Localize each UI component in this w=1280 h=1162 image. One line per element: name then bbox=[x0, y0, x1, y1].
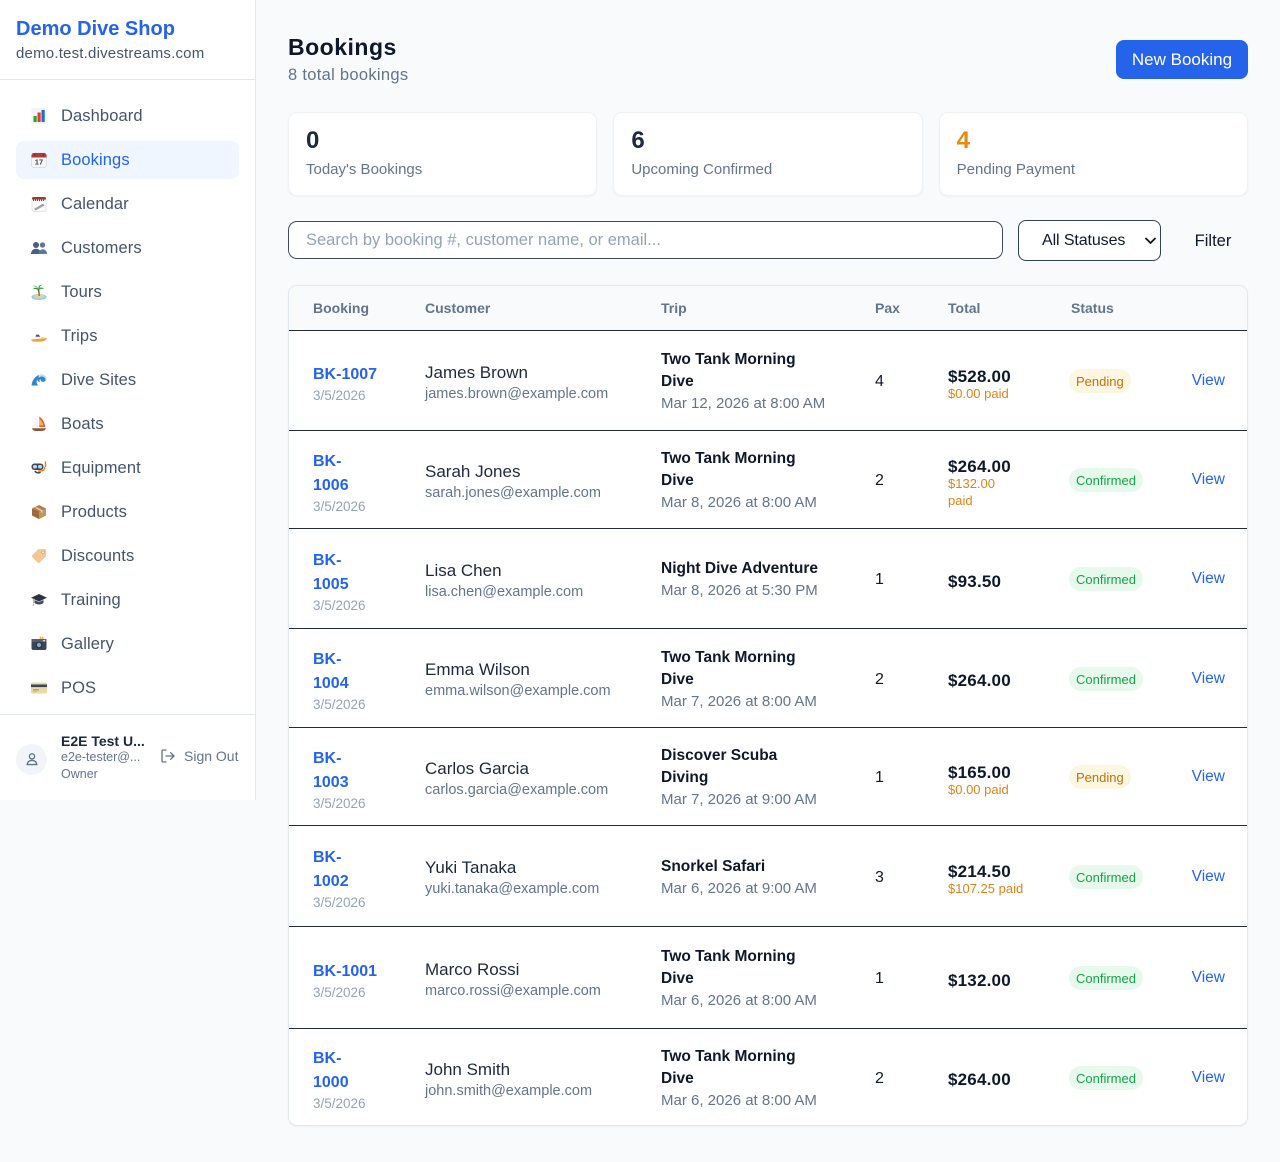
svg-text:17: 17 bbox=[35, 158, 44, 167]
